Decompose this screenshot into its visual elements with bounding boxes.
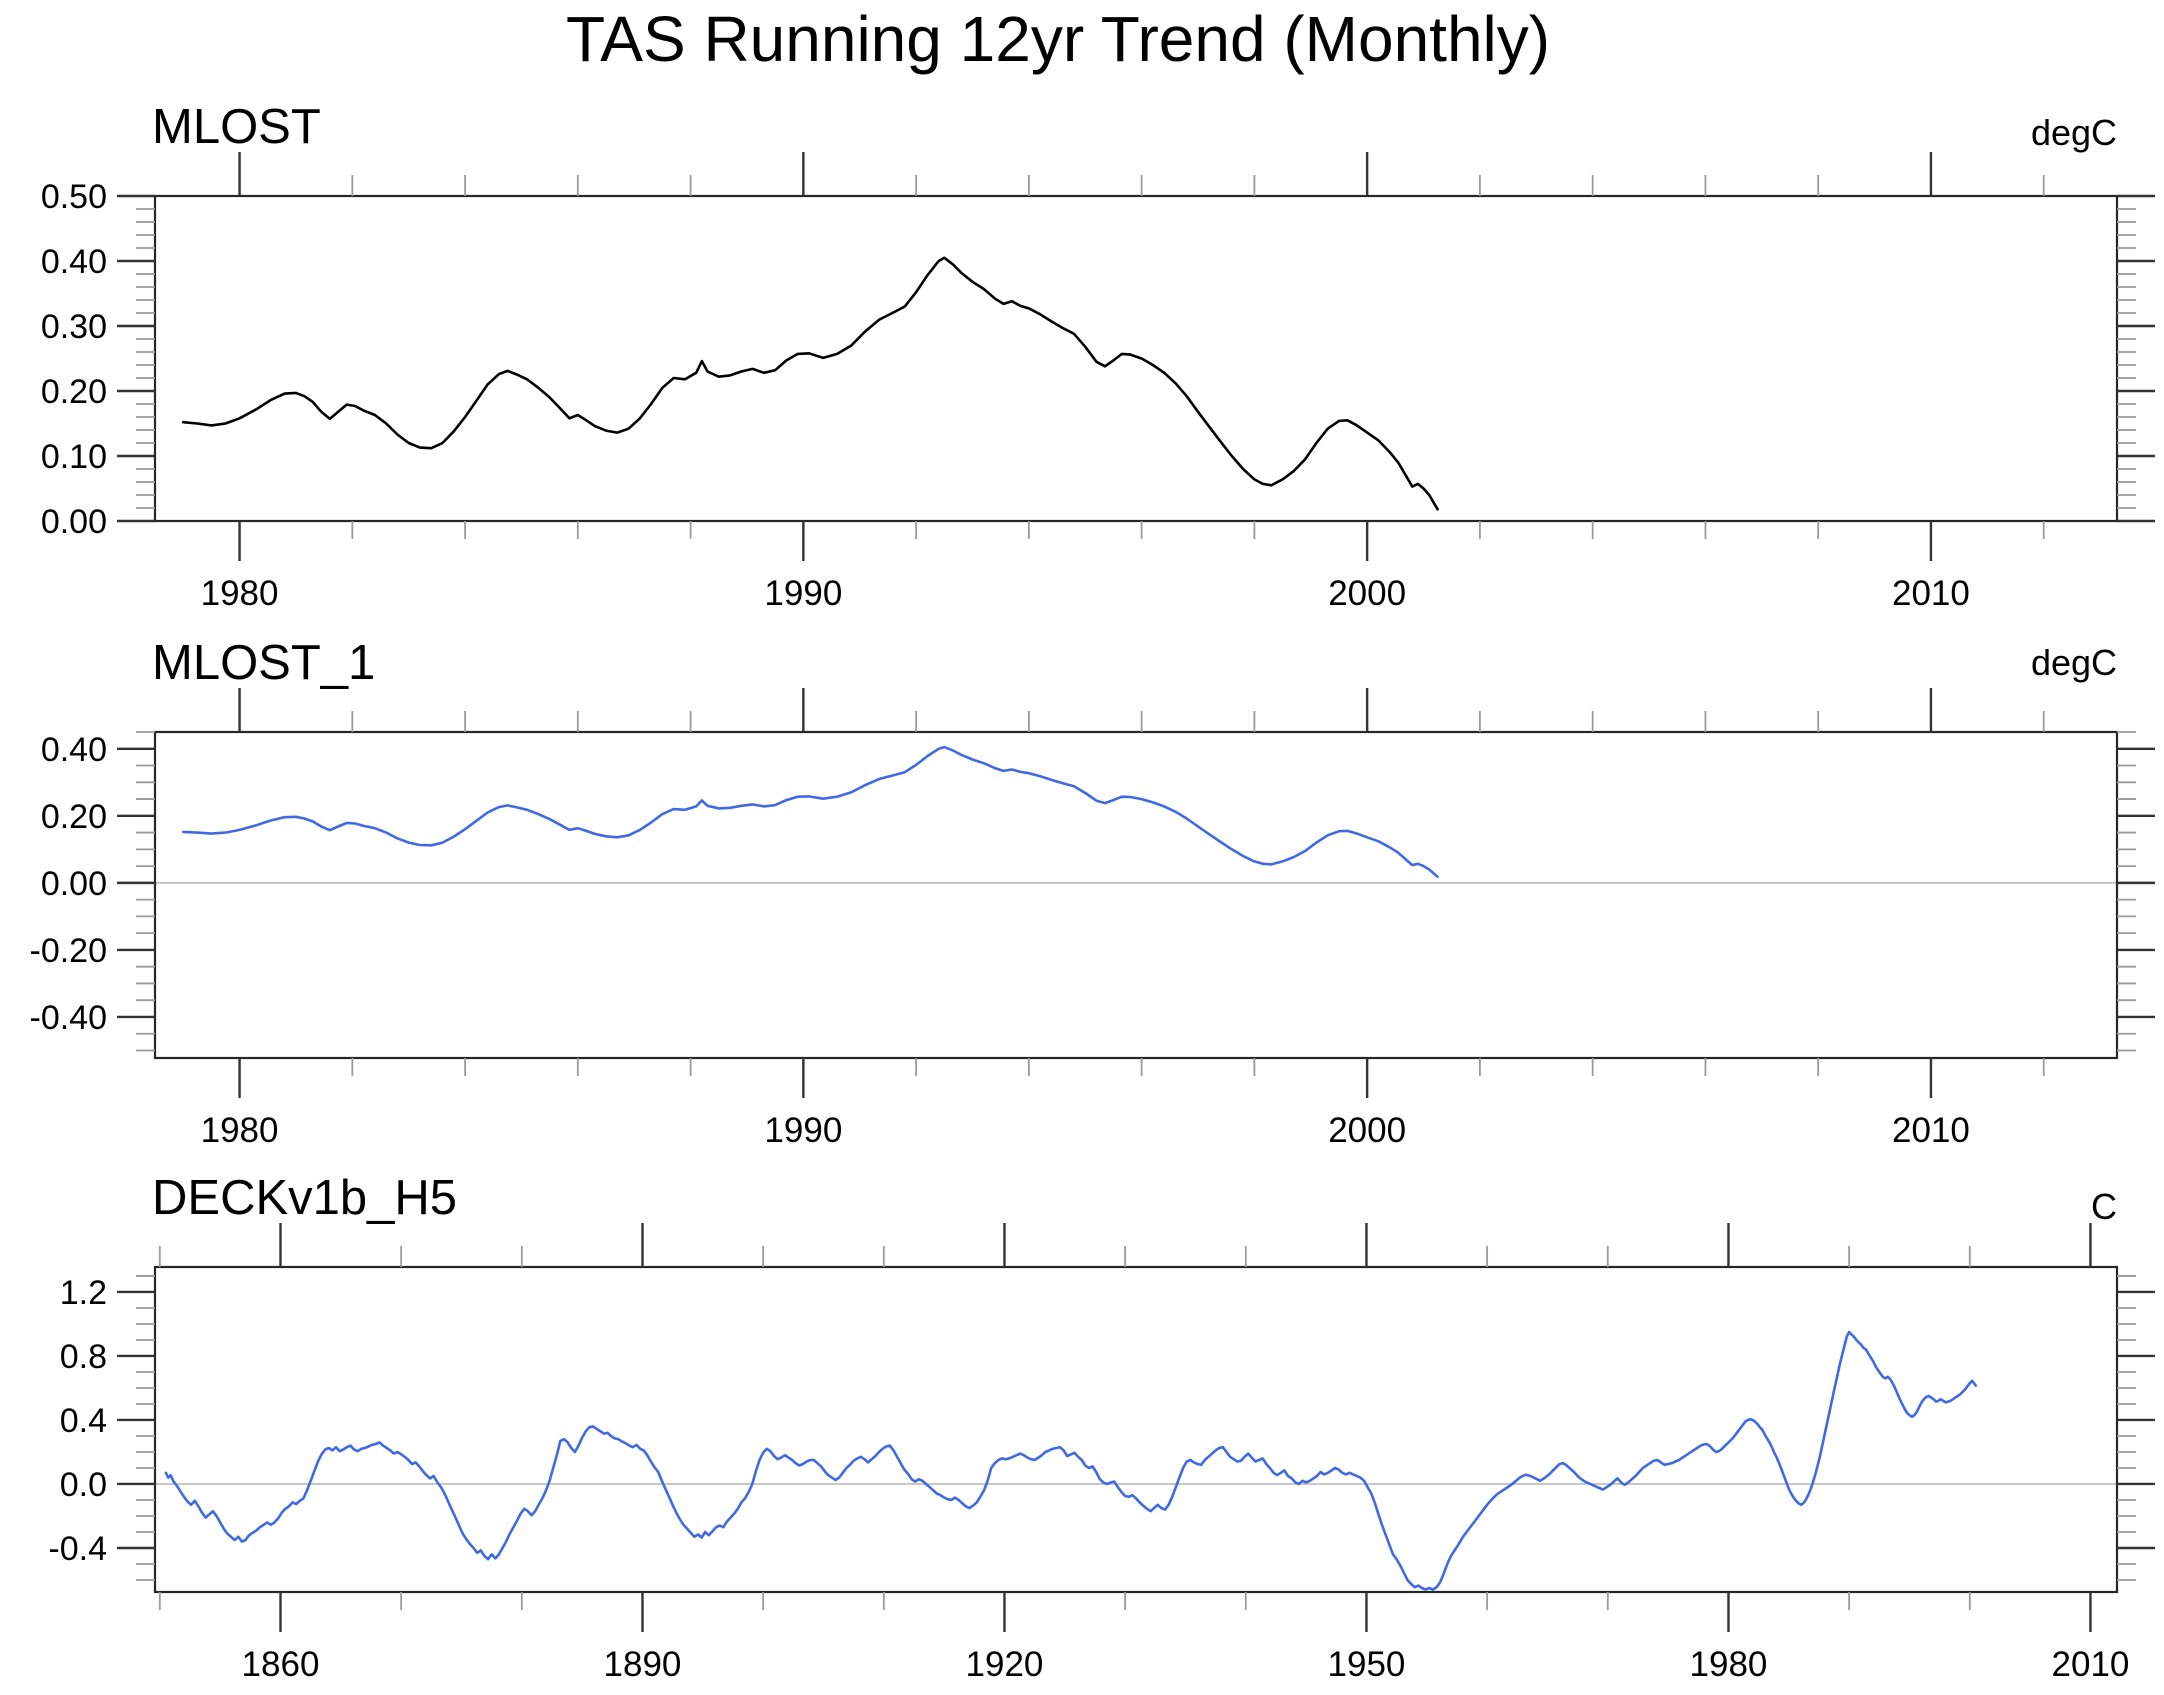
x-tick-label: 1980 [201, 1111, 279, 1150]
x-tick-label: 1950 [1328, 1645, 1406, 1684]
plot-box [153, 730, 2119, 1060]
y-tick-label: -0.20 [30, 932, 108, 970]
chart-title-mlost-1: MLOST_1 [152, 636, 376, 690]
y-tick-label: 0.4 [60, 1402, 107, 1440]
deck-plot: 1.2 0.8 0.4 0.0 -0.4 1860 1890 1920 1950 1980 2010 [48, 1223, 2155, 1684]
chart-title-mlost: MLOST [152, 100, 321, 154]
x-tick-label: 1990 [764, 1111, 842, 1150]
chart-title-deckv1b-h5: DECKv1b_H5 [152, 1171, 458, 1225]
y-tick-label: 0.20 [41, 798, 107, 836]
y-tick-label: 0.00 [41, 865, 107, 903]
unit-label-mlost: degC [2030, 112, 2117, 153]
figure-title: TAS Running 12yr Trend (Monthly) [565, 3, 1551, 75]
x-tick-label: 1890 [604, 1645, 682, 1684]
x-tick-label: 1980 [201, 574, 279, 613]
x-tick-label: 1980 [1690, 1645, 1768, 1684]
y-tick-label: 0.0 [60, 1466, 107, 1504]
y-tick-label: 0.8 [60, 1338, 107, 1376]
plot-box [153, 194, 2119, 523]
y-tick-label: -0.40 [30, 999, 108, 1037]
x-tick-label: 2010 [1892, 574, 1970, 613]
y-tick-label: 0.10 [41, 438, 107, 476]
mlost-plot: 0.50 0.40 0.30 0.20 0.10 0.00 1980 1990 2000 2010 [41, 152, 2155, 613]
unit-label-mlost-1: degC [2030, 642, 2117, 683]
y-tick-label: -0.4 [48, 1530, 107, 1568]
x-tick-label: 1990 [764, 574, 842, 613]
x-tick-label: 1920 [966, 1645, 1044, 1684]
mlost-curve [181, 256, 1439, 511]
y-tick-label: 0.00 [41, 503, 107, 541]
x-tick-label: 2000 [1328, 1111, 1406, 1150]
x-tick-label: 2010 [1892, 1111, 1970, 1150]
mlost_1-plot: 0.40 0.20 0.00 -0.20 -0.40 1980 1990 2000 2010 [30, 688, 2155, 1150]
mlost_1-curve [181, 745, 1439, 879]
y-tick-label: 0.30 [41, 308, 107, 346]
y-tick-label: 1.2 [60, 1274, 107, 1312]
y-tick-label: 0.20 [41, 373, 107, 411]
y-tick-label: 0.40 [41, 731, 107, 769]
deck-curve [164, 1330, 1978, 1591]
plot-box [153, 1265, 2119, 1594]
unit-label-deckv1b-h5: C [2091, 1186, 2117, 1227]
x-tick-label: 2000 [1328, 574, 1406, 613]
y-tick-label: 0.50 [41, 178, 107, 216]
y-tick-label: 0.40 [41, 243, 107, 281]
x-tick-label: 1860 [242, 1645, 320, 1684]
x-tick-label: 2010 [2052, 1645, 2130, 1684]
